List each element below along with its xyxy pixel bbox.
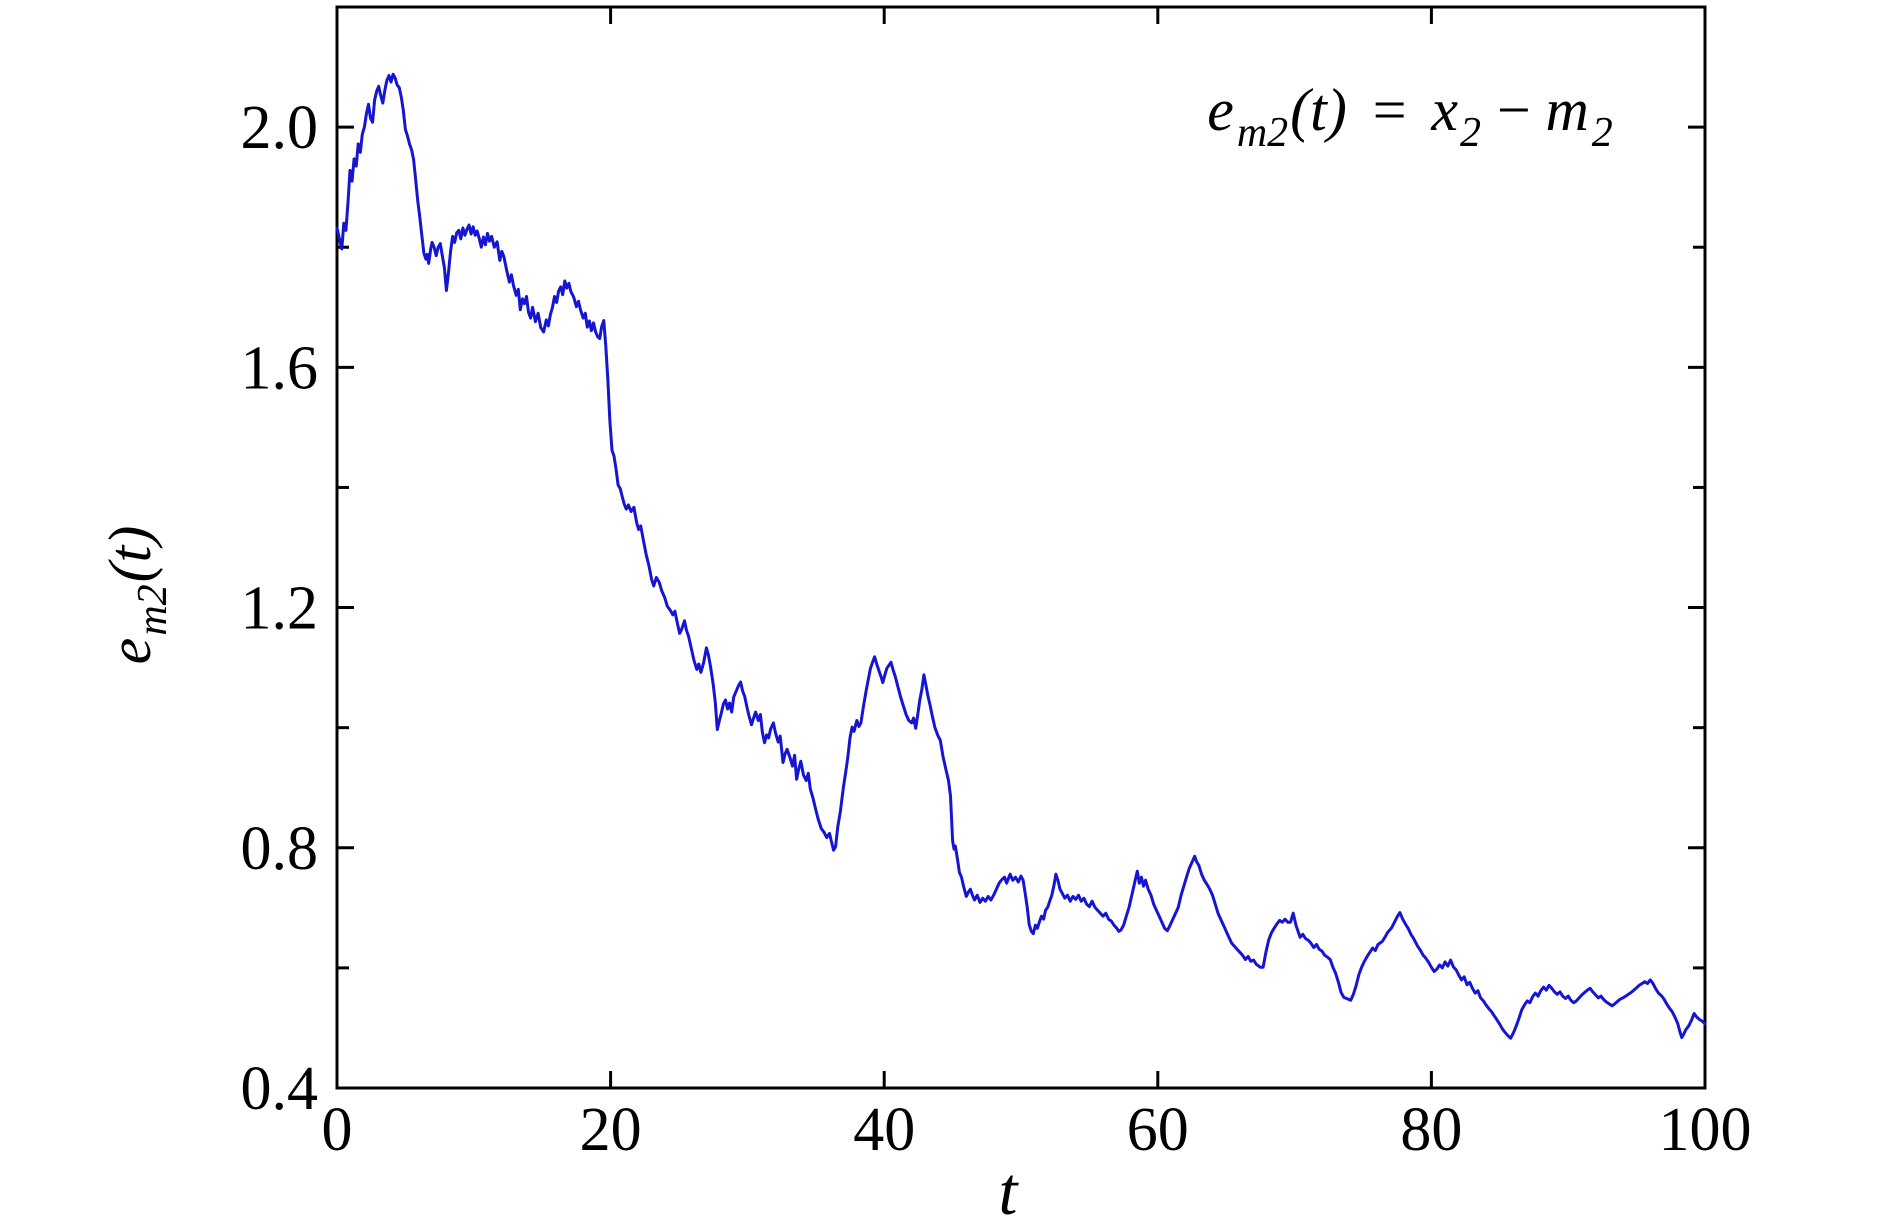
x-tick-label: 40	[853, 1096, 915, 1164]
x-tick-label: 20	[580, 1096, 642, 1164]
series-line	[335, 72, 1707, 1040]
equation-minus: −	[1493, 77, 1534, 143]
y-axis-title-base: e	[97, 638, 163, 665]
equation-x: x	[1430, 77, 1458, 143]
equation-base-sub: m2	[1237, 110, 1288, 156]
y-tick-label: 0.8	[241, 815, 319, 883]
series-layer	[335, 72, 1707, 1040]
x-tick-label: 100	[1659, 1096, 1752, 1164]
y-axis-title-sub: m2	[130, 584, 176, 635]
equation-m: m	[1545, 77, 1588, 143]
axes-layer: 0 20 40 60 80 100 0.4 0.8 1.2 1.6 2.0	[241, 5, 1752, 1164]
y-tick-label: 1.6	[241, 334, 319, 402]
equation-annotation: em2(t) = x2− m2	[1207, 77, 1613, 156]
x-axis-title: t	[999, 1153, 1020, 1229]
y-axis-title-arg: (t)	[97, 526, 163, 583]
y-tick-label: 0.4	[241, 1055, 319, 1123]
equation-base: e	[1207, 77, 1234, 143]
x-tick-label: 0	[322, 1096, 353, 1164]
y-tick-label: 1.2	[241, 575, 319, 643]
y-axis-title: e m2(t)	[97, 526, 176, 665]
y-tick-label: 2.0	[241, 94, 319, 162]
plot-border	[335, 5, 1707, 1090]
x-tick-label: 60	[1127, 1096, 1189, 1164]
equation-arg: (t)	[1290, 77, 1347, 143]
equation-equals: =	[1369, 77, 1410, 143]
equation-x-sub: 2	[1460, 110, 1481, 156]
x-tick-label: 80	[1400, 1096, 1462, 1164]
equation-m-sub: 2	[1592, 110, 1613, 156]
